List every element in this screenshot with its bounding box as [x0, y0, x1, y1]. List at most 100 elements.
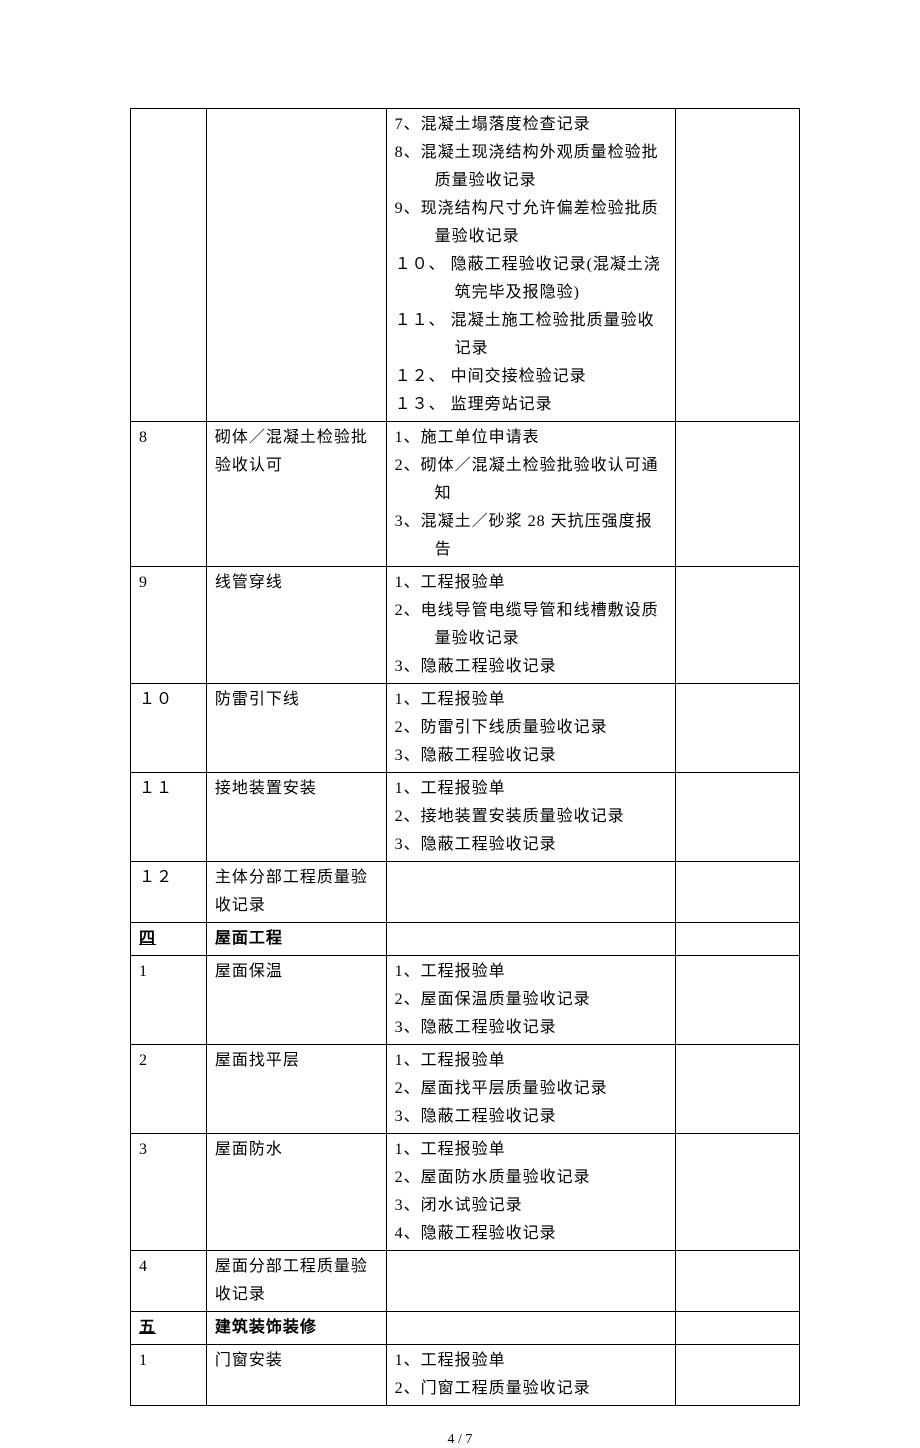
row-index-cell: 2 [131, 1045, 207, 1134]
row-index-cell: 1 [131, 956, 207, 1045]
content-cell: 1、工程报验单2、屋面防水质量验收记录3、闭水试验记录4、隐蔽工程验收记录 [386, 1134, 676, 1251]
item-name-cell [206, 109, 386, 422]
content-item: 2、电线导管电缆导管和线槽敷设质量验收记录 [395, 597, 670, 653]
content-item: 1、施工单位申请表 [395, 424, 670, 452]
row-index-text: 8 [139, 429, 148, 446]
table-row: １１ 接地装置安装 1、工程报验单2、接地装置安装质量验收记录3、隐蔽工程验收记录 [131, 773, 800, 862]
remark-cell [676, 1045, 800, 1134]
row-index-cell [131, 109, 207, 422]
inspection-table: 7、混凝土塌落度检查记录8、混凝土现浇结构外观质量检验批质量验收记录9、现浇结构… [130, 108, 800, 1406]
content-cell: 1、工程报验单2、防雷引下线质量验收记录3、隐蔽工程验收记录 [386, 684, 676, 773]
content-item: 1、工程报验单 [395, 958, 670, 986]
row-index-cell: １１ [131, 773, 207, 862]
content-item: 2、接地装置安装质量验收记录 [395, 803, 670, 831]
content-item: 2、屋面保温质量验收记录 [395, 986, 670, 1014]
content-cell: 1、工程报验单2、接地装置安装质量验收记录3、隐蔽工程验收记录 [386, 773, 676, 862]
item-name-text: 主体分部工程质量验收记录 [215, 869, 368, 914]
item-name-cell: 屋面工程 [206, 923, 386, 956]
content-item: 7、混凝土塌落度检查记录 [395, 111, 670, 139]
content-cell: 1、工程报验单2、门窗工程质量验收记录 [386, 1345, 676, 1406]
page-footer: 4 / 7 [0, 1432, 920, 1448]
remark-cell [676, 1251, 800, 1312]
item-name-cell: 门窗安装 [206, 1345, 386, 1406]
item-name-text: 屋面工程 [215, 930, 283, 947]
row-index-text: １１ [139, 780, 173, 797]
row-index-cell: 四 [131, 923, 207, 956]
table-row: １０ 防雷引下线1、工程报验单2、防雷引下线质量验收记录3、隐蔽工程验收记录 [131, 684, 800, 773]
remark-cell [676, 862, 800, 923]
item-name-cell: 砌体／混凝土检验批验收认可 [206, 422, 386, 567]
remark-cell [676, 109, 800, 422]
table-row: 1 屋面保温 1、工程报验单2、屋面保温质量验收记录3、隐蔽工程验收记录 [131, 956, 800, 1045]
row-index-cell: 1 [131, 1345, 207, 1406]
remark-cell [676, 956, 800, 1045]
row-index-cell: 8 [131, 422, 207, 567]
item-name-text: 屋面防水 [215, 1141, 283, 1158]
content-item: 1、工程报验单 [395, 686, 670, 714]
content-cell [386, 862, 676, 923]
content-item: 2、屋面找平层质量验收记录 [395, 1075, 670, 1103]
row-index-text: 四 [139, 930, 156, 947]
content-cell: 1、工程报验单2、电线导管电缆导管和线槽敷设质量验收记录3、隐蔽工程验收记录 [386, 567, 676, 684]
content-item: １３、 监理旁站记录 [395, 391, 670, 419]
content-item: 3、闭水试验记录 [395, 1192, 670, 1220]
table-row: 8 砌体／混凝土检验批验收认可 1、施工单位申请表2、砌体／混凝土检验批验收认可通知… [131, 422, 800, 567]
content-item: 3、隐蔽工程验收记录 [395, 1103, 670, 1131]
row-index-text: 4 [139, 1258, 148, 1275]
table-row: 四 屋面工程 [131, 923, 800, 956]
content-item: 1、工程报验单 [395, 569, 670, 597]
item-name-cell: 防雷引下线 [206, 684, 386, 773]
content-item: 2、防雷引下线质量验收记录 [395, 714, 670, 742]
remark-cell [676, 1345, 800, 1406]
item-name-text: 建筑装饰装修 [215, 1319, 317, 1336]
item-name-text: 砌体／混凝土检验批验收认可 [215, 429, 368, 474]
item-name-text: 接地装置安装 [215, 780, 317, 797]
item-name-text: 屋面保温 [215, 963, 283, 980]
content-item: １１、 混凝土施工检验批质量验收记录 [395, 307, 670, 363]
content-item: 4、隐蔽工程验收记录 [395, 1220, 670, 1248]
content-item: 1、工程报验单 [395, 1136, 670, 1164]
content-item: 3、混凝土／砂浆 28 天抗压强度报告 [395, 508, 670, 564]
content-item: 3、隐蔽工程验收记录 [395, 653, 670, 681]
item-name-cell: 建筑装饰装修 [206, 1312, 386, 1345]
item-name-cell: 主体分部工程质量验收记录 [206, 862, 386, 923]
item-name-text: 屋面分部工程质量验收记录 [215, 1258, 368, 1303]
document-page: 7、混凝土塌落度检查记录8、混凝土现浇结构外观质量检验批质量验收记录9、现浇结构… [0, 108, 920, 1448]
row-index-cell: 4 [131, 1251, 207, 1312]
table-row: 3 屋面防水 1、工程报验单2、屋面防水质量验收记录3、闭水试验记录4、隐蔽工程验收… [131, 1134, 800, 1251]
content-item: 2、门窗工程质量验收记录 [395, 1375, 670, 1403]
remark-cell [676, 1134, 800, 1251]
item-name-cell: 线管穿线 [206, 567, 386, 684]
content-cell: 7、混凝土塌落度检查记录8、混凝土现浇结构外观质量检验批质量验收记录9、现浇结构… [386, 109, 676, 422]
item-name-text: 门窗安装 [215, 1352, 283, 1369]
remark-cell [676, 567, 800, 684]
content-item: 1、工程报验单 [395, 1047, 670, 1075]
table-row: １２ 主体分部工程质量验收记录 [131, 862, 800, 923]
row-index-text: 3 [139, 1141, 148, 1158]
table-body: 7、混凝土塌落度检查记录8、混凝土现浇结构外观质量检验批质量验收记录9、现浇结构… [131, 109, 800, 1406]
row-index-cell: １２ [131, 862, 207, 923]
row-index-cell: １０ [131, 684, 207, 773]
content-cell: 1、施工单位申请表2、砌体／混凝土检验批验收认可通知3、混凝土／砂浆 28 天抗… [386, 422, 676, 567]
row-index-text: １０ [139, 691, 173, 708]
content-item: 9、现浇结构尺寸允许偏差检验批质量验收记录 [395, 195, 670, 251]
table-row: 4 屋面分部工程质量验收记录 [131, 1251, 800, 1312]
row-index-text: 五 [139, 1319, 156, 1336]
item-name-cell: 屋面防水 [206, 1134, 386, 1251]
table-row: 7、混凝土塌落度检查记录8、混凝土现浇结构外观质量检验批质量验收记录9、现浇结构… [131, 109, 800, 422]
row-index-text: 1 [139, 1352, 148, 1369]
content-cell [386, 1312, 676, 1345]
remark-cell [676, 1312, 800, 1345]
content-cell: 1、工程报验单2、屋面保温质量验收记录3、隐蔽工程验收记录 [386, 956, 676, 1045]
row-index-cell: 3 [131, 1134, 207, 1251]
remark-cell [676, 773, 800, 862]
content-item: 2、砌体／混凝土检验批验收认可通知 [395, 452, 670, 508]
row-index-text: 1 [139, 963, 148, 980]
content-item: 1、工程报验单 [395, 775, 670, 803]
content-item: 2、屋面防水质量验收记录 [395, 1164, 670, 1192]
row-index-text: １２ [139, 869, 173, 886]
item-name-cell: 屋面找平层 [206, 1045, 386, 1134]
row-index-text: 9 [139, 574, 148, 591]
row-index-text: 2 [139, 1052, 148, 1069]
table-row: 1 门窗安装 1、工程报验单2、门窗工程质量验收记录 [131, 1345, 800, 1406]
